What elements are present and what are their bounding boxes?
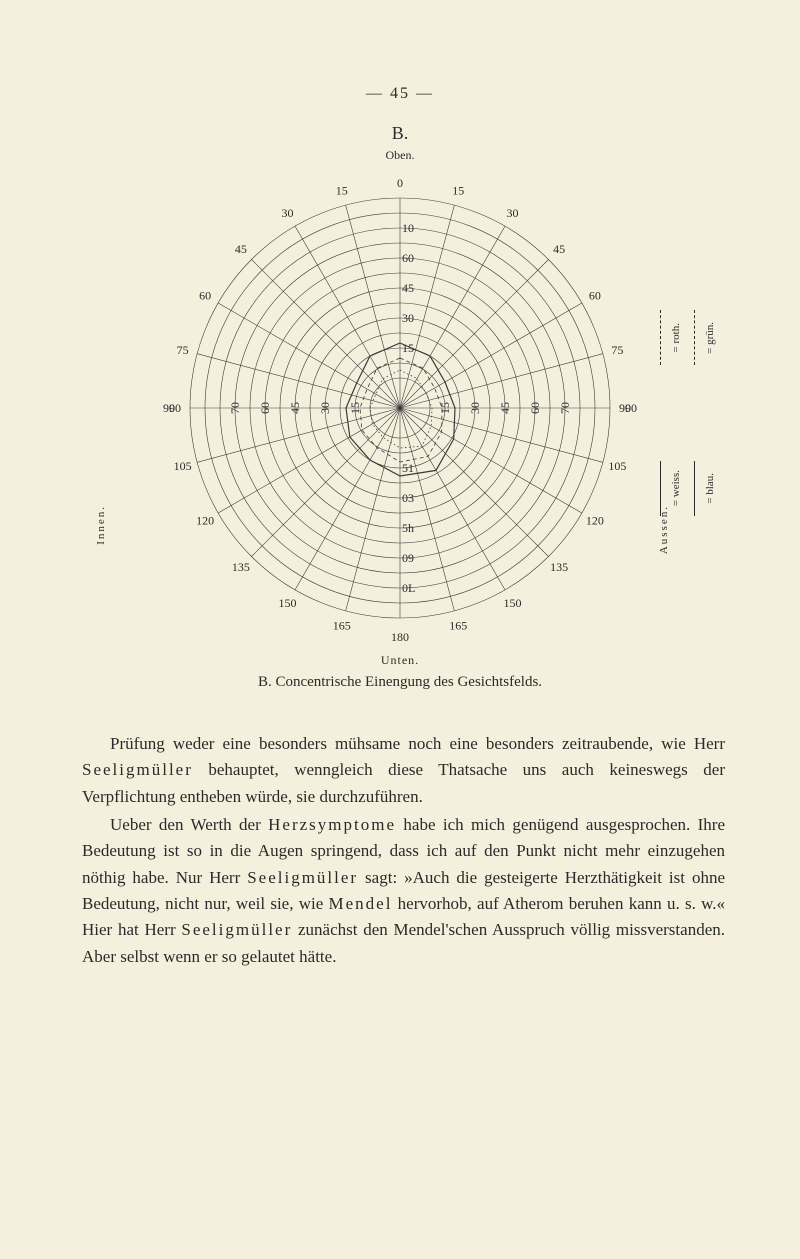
legend-gruen: = grün. (704, 322, 716, 354)
color-legend: = roth. = grün. = weiss. = blau. (660, 310, 716, 522)
svg-text:45: 45 (553, 242, 565, 256)
svg-text:165: 165 (333, 618, 351, 632)
svg-text:150: 150 (279, 596, 297, 610)
svg-text:135: 135 (550, 560, 568, 574)
svg-text:30: 30 (282, 206, 294, 220)
svg-text:30: 30 (468, 402, 482, 414)
legend-weiss: = weiss. (670, 470, 682, 506)
svg-text:105: 105 (174, 459, 192, 473)
paragraph-2: Ueber den Werth der Herzsymptome habe ic… (82, 812, 725, 970)
legend-roth: = roth. (670, 323, 682, 352)
page-number: — 45 — (0, 0, 800, 103)
svg-text:03: 03 (402, 491, 414, 505)
bottom-label: Unten. (0, 653, 800, 668)
svg-text:30: 30 (402, 311, 414, 325)
svg-text:60: 60 (589, 289, 601, 303)
svg-text:30: 30 (507, 206, 519, 220)
svg-text:45: 45 (288, 402, 302, 414)
svg-text:75: 75 (177, 343, 189, 357)
svg-text:90: 90 (625, 401, 637, 415)
svg-text:15: 15 (336, 184, 348, 198)
svg-text:15: 15 (348, 402, 362, 414)
svg-text:60: 60 (258, 402, 272, 414)
svg-text:45: 45 (498, 402, 512, 414)
svg-text:105: 105 (608, 459, 626, 473)
svg-text:180: 180 (391, 630, 409, 644)
svg-text:5h: 5h (402, 521, 414, 535)
svg-text:150: 150 (504, 596, 522, 610)
svg-text:0: 0 (397, 176, 403, 190)
svg-text:30: 30 (318, 402, 332, 414)
paragraph-1: Prüfung weder eine besonders mühsame noc… (82, 731, 725, 810)
svg-text:120: 120 (196, 514, 214, 528)
figure-caption: B. Concentrische Einengung des Gesichtsf… (0, 674, 800, 691)
body-text: Prüfung weder eine besonders mühsame noc… (0, 691, 800, 970)
svg-text:51: 51 (402, 461, 414, 475)
legend-blau: = blau. (704, 473, 716, 504)
svg-text:0L: 0L (402, 581, 415, 595)
figure-label: B. (0, 123, 800, 144)
svg-text:60: 60 (402, 251, 414, 265)
svg-text:15: 15 (452, 184, 464, 198)
svg-text:135: 135 (232, 560, 250, 574)
svg-text:09: 09 (402, 551, 414, 565)
svg-text:60: 60 (199, 289, 211, 303)
svg-text:10: 10 (402, 221, 414, 235)
svg-text:60: 60 (528, 402, 542, 414)
innen-label: Innen. (95, 505, 107, 545)
svg-text:90: 90 (163, 401, 175, 415)
svg-text:45: 45 (235, 242, 247, 256)
svg-text:75: 75 (611, 343, 623, 357)
svg-text:165: 165 (449, 618, 467, 632)
svg-text:70: 70 (228, 402, 242, 414)
svg-text:120: 120 (586, 514, 604, 528)
svg-text:70: 70 (558, 402, 572, 414)
svg-text:45: 45 (402, 281, 414, 295)
perimetry-chart: 1530456075901051201351501651651501351201… (160, 168, 640, 648)
top-label: Oben. (0, 148, 800, 163)
